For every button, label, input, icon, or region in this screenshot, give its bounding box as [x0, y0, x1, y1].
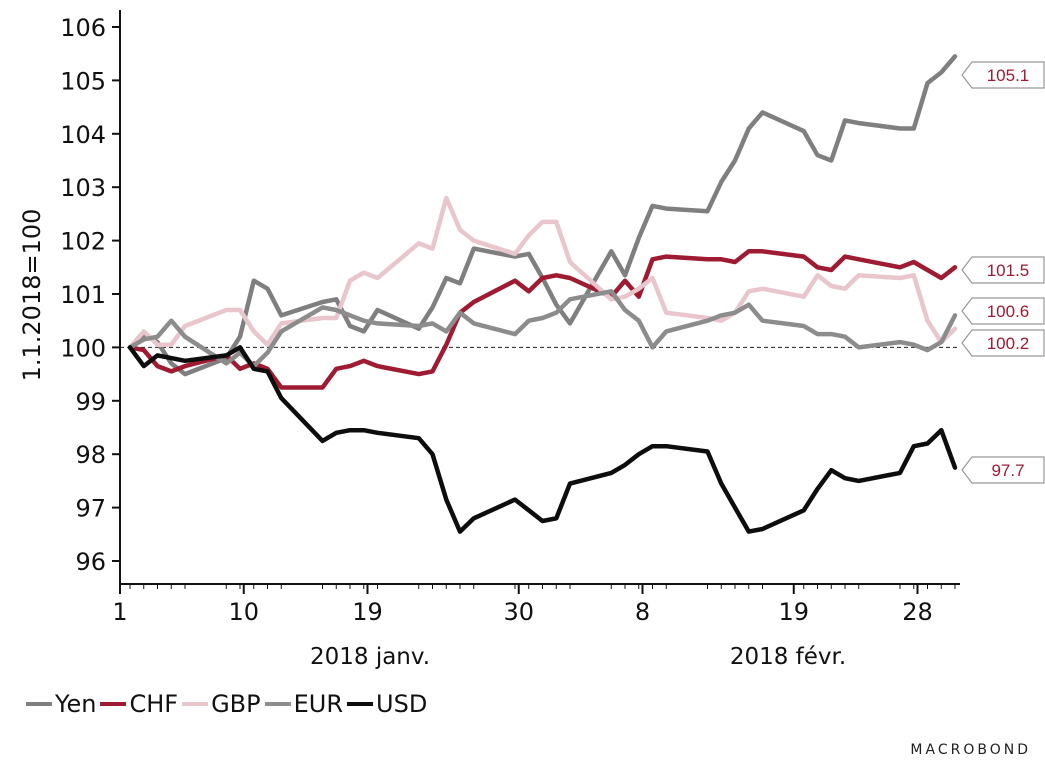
series-line-yen — [127, 54, 958, 377]
value-tag-box — [961, 256, 1045, 284]
plot-area: 969798991001011021031041051061.1.2018=10… — [18, 10, 1045, 670]
value-tag-label: 100.6 — [987, 302, 1030, 321]
legend-item-usd: USD — [347, 690, 427, 718]
value-tag-label: 100.2 — [987, 334, 1030, 353]
series-line-eur — [127, 289, 958, 369]
x-tick-label: 10 — [228, 598, 259, 626]
value-tag-box — [961, 61, 1045, 89]
y-tick-label: 105 — [60, 67, 106, 95]
y-tick-label: 103 — [60, 174, 106, 202]
legend-label-chf: CHF — [129, 690, 179, 718]
x-tick-label: 28 — [902, 598, 933, 626]
y-tick-label: 99 — [75, 388, 106, 416]
x-tick-label: 8 — [635, 598, 650, 626]
value-tag-box — [961, 456, 1045, 484]
legend-label-usd: USD — [376, 690, 428, 718]
y-tick-label: 100 — [60, 334, 106, 362]
y-tick-label: 97 — [75, 495, 106, 523]
x-tick-label: 30 — [503, 598, 534, 626]
y-tick-label: 101 — [60, 281, 106, 309]
y-tick-label: 106 — [60, 14, 106, 42]
x-tick-label: 1 — [112, 598, 127, 626]
y-tick-label: 102 — [60, 228, 106, 256]
legend-swatch-gbp — [182, 702, 209, 706]
value-tag-label: 97.7 — [991, 461, 1024, 480]
value-tag-label: 105.1 — [987, 66, 1030, 85]
value-tag-box — [961, 329, 1045, 357]
period-label-feb: 2018 févr. — [730, 644, 846, 670]
series-line-gbp — [127, 195, 958, 350]
y-tick-label: 96 — [75, 548, 106, 576]
legend-item-eur: EUR — [264, 690, 344, 718]
y-axis-title: 1.1.2018=100 — [18, 209, 46, 382]
y-tick-label: 104 — [60, 121, 106, 149]
period-label-jan: 2018 janv. — [310, 644, 430, 670]
series-line-usd — [127, 345, 958, 534]
legend-label-yen: Yen — [55, 690, 97, 718]
legend-swatch-chf — [100, 702, 127, 706]
legend-swatch-eur — [264, 702, 291, 706]
series-line-chf — [127, 249, 958, 390]
value-tag-box — [961, 297, 1045, 325]
legend-swatch-usd — [347, 702, 374, 706]
x-tick-label: 19 — [352, 598, 383, 626]
legend-label-gbp: GBP — [211, 690, 261, 718]
legend-label-eur: EUR — [293, 690, 344, 718]
value-tag-label: 101.5 — [987, 261, 1030, 280]
legend-item-gbp: GBP — [182, 690, 261, 718]
y-tick-label: 98 — [75, 441, 106, 469]
legend-swatch-yen — [26, 702, 52, 706]
legend-item-chf: CHF — [100, 690, 178, 718]
brand-logo: MACROBOND — [910, 742, 1031, 758]
legend-item-yen: Yen — [26, 690, 96, 718]
x-tick-label: 19 — [778, 598, 809, 626]
legend: Yen CHF GBP EUR USD — [26, 690, 431, 718]
